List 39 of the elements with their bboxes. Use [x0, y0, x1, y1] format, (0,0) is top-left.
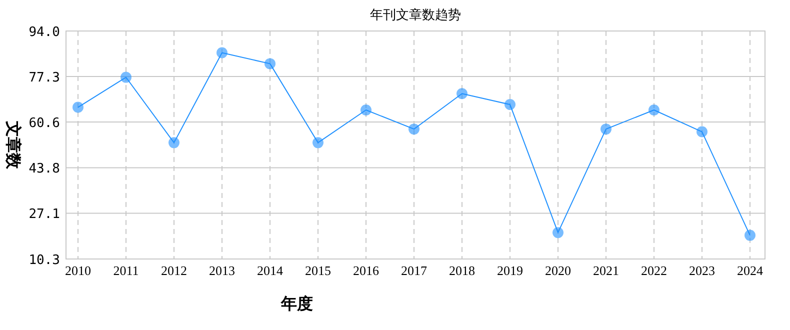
- chart-title: 年刊文章数趋势: [370, 7, 461, 22]
- x-tick-label: 2010: [65, 263, 91, 278]
- point: [408, 124, 420, 135]
- x-tick-label: 2020: [545, 263, 571, 278]
- y-tick-label: 77.3: [28, 70, 60, 86]
- y-tick-label: 60.6: [28, 116, 60, 131]
- point: [168, 137, 180, 148]
- x-tick-label: 2017: [401, 263, 428, 278]
- x-tick-label: 2013: [209, 263, 235, 278]
- point: [504, 99, 516, 110]
- point: [648, 104, 660, 116]
- x-tick-label: 2024: [737, 263, 764, 278]
- point: [312, 137, 324, 148]
- point: [696, 126, 708, 138]
- x-tick-label: 2018: [449, 263, 475, 278]
- x-tick-label: 2015: [305, 263, 331, 278]
- x-axis-title: 年度: [280, 294, 313, 313]
- x-tick-label: 2012: [161, 263, 187, 278]
- point: [552, 227, 564, 238]
- point: [456, 88, 468, 100]
- y-tick-label: 10.3: [28, 253, 60, 268]
- y-tick-label: 27.1: [28, 207, 60, 222]
- point: [72, 102, 84, 113]
- y-axis-title: 文章数: [4, 120, 22, 170]
- point: [120, 72, 132, 83]
- x-tick-label: 2016: [353, 263, 380, 278]
- point: [216, 47, 228, 58]
- x-tick-label: 2023: [689, 263, 715, 278]
- y-tick-label: 43.8: [28, 162, 60, 177]
- point: [360, 104, 372, 116]
- x-tick-label: 2022: [641, 263, 667, 278]
- y-tick-label: 94.0: [28, 25, 60, 40]
- point: [264, 58, 276, 70]
- point: [600, 124, 612, 135]
- x-tick-label: 2014: [257, 263, 284, 278]
- x-tick-label: 2019: [497, 263, 523, 278]
- x-tick-label: 2011: [113, 263, 139, 278]
- point: [744, 230, 756, 241]
- x-tick-label: 2021: [593, 263, 619, 278]
